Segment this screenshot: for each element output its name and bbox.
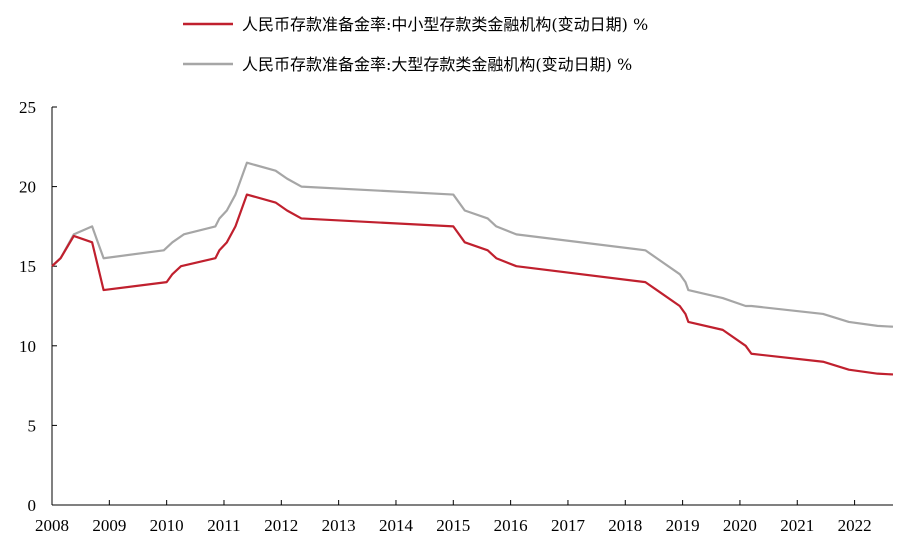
x-axis: 2008 2009 2010 2011 2012 2013 2014 2015 2016 2017… <box>35 500 893 535</box>
series-line-small-medium-banks <box>51 193 894 376</box>
legend-label: 人民币存款准备金率:大型存款类金融机构(变动日期) % <box>242 55 632 74</box>
y-tick-label: 20 <box>19 178 36 197</box>
x-tick-label: 2022 <box>838 516 872 535</box>
legend: 人民币存款准备金率:中小型存款类金融机构(变动日期) % 人民币存款准备金率:大型… <box>183 15 648 74</box>
legend-label: 人民币存款准备金率:中小型存款类金融机构(变动日期) % <box>242 15 648 34</box>
x-tick-label: 2010 <box>150 516 184 535</box>
x-tick-label: 2014 <box>379 516 414 535</box>
x-tick-label: 2018 <box>608 516 642 535</box>
series-group <box>51 161 894 376</box>
x-tick-label: 2017 <box>551 516 586 535</box>
x-tick-label: 2016 <box>494 516 528 535</box>
x-tick-label: 2020 <box>723 516 757 535</box>
y-tick-label: 5 <box>28 416 37 435</box>
x-tick-label: 2012 <box>264 516 298 535</box>
x-tick-label: 2013 <box>322 516 356 535</box>
x-tick-label: 2015 <box>436 516 470 535</box>
y-tick-label: 25 <box>19 98 36 117</box>
y-tick-label: 15 <box>19 257 36 276</box>
x-tick-label: 2021 <box>780 516 814 535</box>
x-tick-label: 2009 <box>92 516 126 535</box>
series-line-large-banks <box>51 161 894 328</box>
y-tick-label: 0 <box>28 496 37 515</box>
x-tick-label: 2019 <box>666 516 700 535</box>
y-axis: 0 5 10 15 20 25 <box>19 98 57 515</box>
y-tick-label: 10 <box>19 337 36 356</box>
x-tick-label: 2008 <box>35 516 69 535</box>
x-tick-label: 2011 <box>207 516 240 535</box>
